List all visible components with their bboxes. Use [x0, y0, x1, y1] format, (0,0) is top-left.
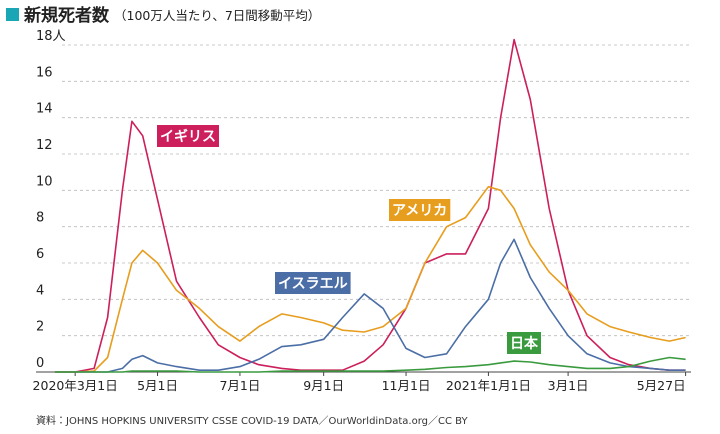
y-tick-label: 4 [36, 283, 44, 298]
x-tick-label: 5月27日 [637, 378, 686, 393]
x-tick-label: 2021年1月1日 [446, 378, 531, 393]
legend-item: イギリス [157, 125, 219, 147]
legend-item: アメリカ [389, 199, 451, 221]
y-tick-label: 2 [36, 320, 44, 335]
chart-subtitle: （100万人当たり、7日間移動平均） [114, 8, 320, 23]
x-tick-label: 11月1日 [382, 378, 431, 393]
legend-box [389, 199, 451, 221]
legend-item: イスラエル [275, 272, 351, 294]
x-tick-label: 7月1日 [219, 378, 260, 393]
y-tick-label: 16 [36, 65, 53, 80]
legend-item: 日本 [507, 332, 541, 354]
legend-label: アメリカ [392, 203, 447, 219]
x-tick-label: 9月1日 [303, 378, 344, 393]
y-tick-label: 10 [36, 174, 53, 189]
series-line [54, 38, 686, 373]
x-tick-label: 5月1日 [137, 378, 178, 393]
legend-box [507, 332, 541, 354]
series-line [54, 185, 686, 373]
chart-title: 新規死者数 [23, 5, 110, 26]
y-tick-label: 18人 [36, 29, 66, 44]
y-tick-label: 6 [36, 247, 44, 262]
y-tick-label: 12 [36, 138, 53, 153]
legend-box [275, 272, 351, 294]
legend-label: 日本 [510, 335, 539, 352]
y-tick-label: 0 [36, 356, 44, 371]
legend-label: イスラエル [278, 276, 348, 292]
legend-label: イギリス [160, 128, 216, 145]
legend-box [157, 125, 219, 147]
y-tick-label: 8 [36, 211, 44, 226]
title-marker [6, 8, 19, 21]
series-line [54, 238, 686, 373]
x-tick-label: 3月1日 [548, 378, 589, 393]
source: 資料：JOHNS HOPKINS UNIVERSITY CSSE COVID-1… [36, 414, 468, 427]
y-tick-label: 14 [36, 102, 53, 117]
series-line [54, 356, 686, 373]
x-tick-label: 2020年3月1日 [33, 378, 118, 393]
